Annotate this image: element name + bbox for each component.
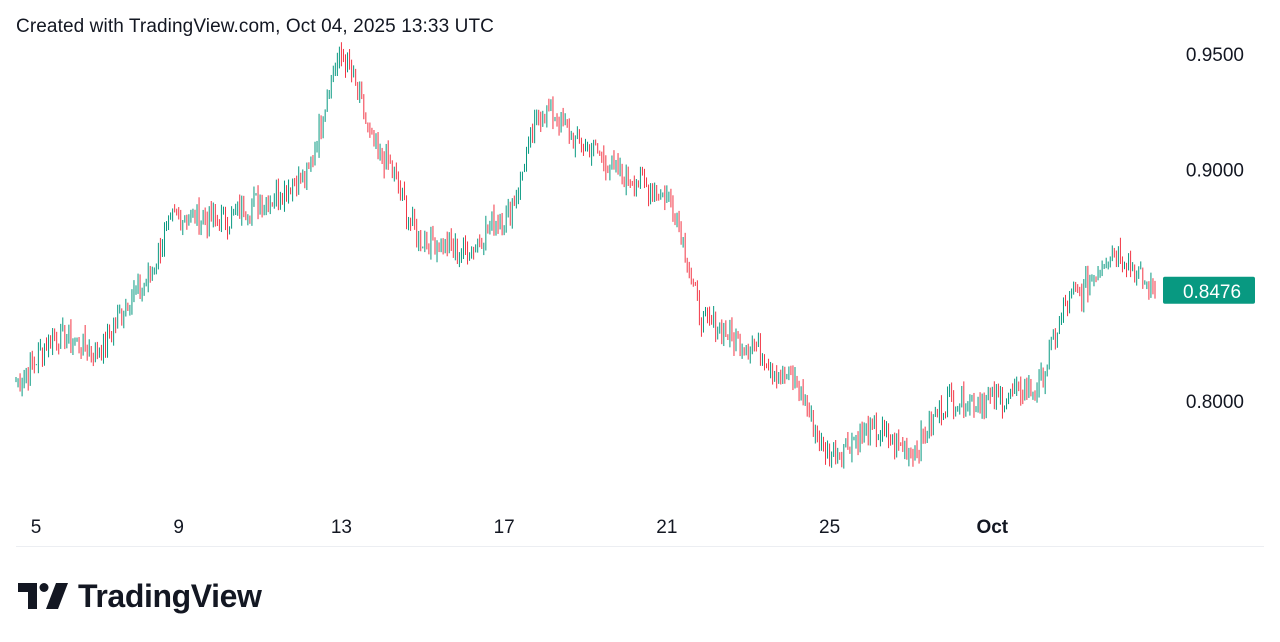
footer-divider xyxy=(16,546,1264,547)
x-tick-label: 17 xyxy=(494,517,515,538)
current-price-tag: 0.8476 xyxy=(1163,276,1255,304)
candle-series xyxy=(15,42,1156,469)
tradingview-logo: TradingView xyxy=(18,576,262,616)
x-axis: 5 9 13 17 21 25 Oct xyxy=(31,517,1009,538)
x-tick-label: 9 xyxy=(173,517,184,538)
chart-caption: Created with TradingView.com, Oct 04, 20… xyxy=(16,16,494,37)
x-tick-label: 25 xyxy=(819,517,840,538)
y-tick-label: 0.8000 xyxy=(1186,392,1244,413)
brand-name: TradingView xyxy=(78,577,262,614)
x-tick-label: Oct xyxy=(976,517,1008,538)
tradingview-logo-icon xyxy=(18,583,68,609)
candlestick-chart: 0.9500 0.9000 0.8000 5 9 13 17 21 25 Oct 0.8476 xyxy=(15,42,1255,538)
y-tick-label: 0.9500 xyxy=(1186,45,1244,66)
x-tick-label: 21 xyxy=(656,517,677,538)
y-axis: 0.9500 0.9000 0.8000 xyxy=(1186,45,1244,413)
x-tick-label: 5 xyxy=(31,517,42,538)
x-tick-label: 13 xyxy=(331,517,352,538)
current-price-label: 0.8476 xyxy=(1183,282,1241,303)
y-tick-label: 0.9000 xyxy=(1186,161,1244,182)
current-price-tag-bg xyxy=(1163,276,1255,304)
